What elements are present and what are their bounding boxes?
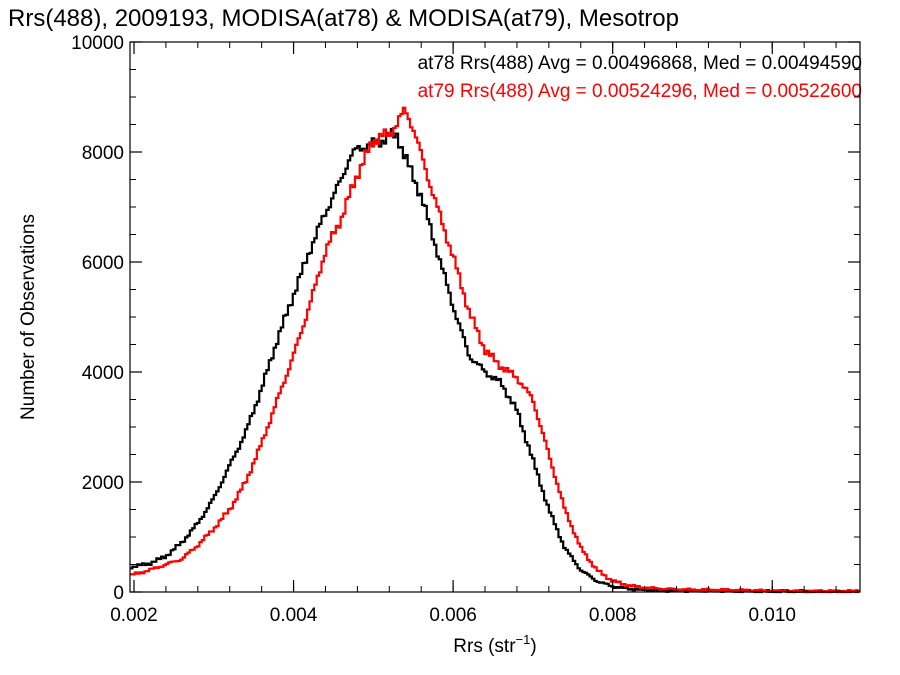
y-tick-label: 6000: [82, 253, 124, 274]
annotation-at79: at79 Rrs(488) Avg = 0.00524296, Med = 0.…: [418, 81, 862, 102]
plot-frame: [129, 41, 861, 593]
x-tick-label: 0.010: [748, 605, 796, 626]
chart-title: Rrs(488), 2009193, MODISA(at78) & MODISA…: [8, 5, 679, 32]
y-tick-label: 10000: [71, 33, 124, 54]
y-tick-label: 0: [113, 583, 124, 604]
annotation-at78: at78 Rrs(488) Avg = 0.00496868, Med = 0.…: [418, 53, 862, 74]
y-tick-label: 2000: [82, 473, 124, 494]
y-tick-label: 4000: [82, 363, 124, 384]
y-axis-label: Number of Observations: [18, 214, 39, 420]
series-1-line: [130, 106, 860, 594]
y-tick-label: 8000: [82, 143, 124, 164]
x-tick-label: 0.004: [270, 605, 318, 626]
x-tick-label: 0.002: [110, 605, 158, 626]
x-tick-label: 0.008: [589, 605, 637, 626]
x-axis-label: Rrs (str−1): [453, 632, 536, 657]
x-tick-label: 0.006: [429, 605, 477, 626]
